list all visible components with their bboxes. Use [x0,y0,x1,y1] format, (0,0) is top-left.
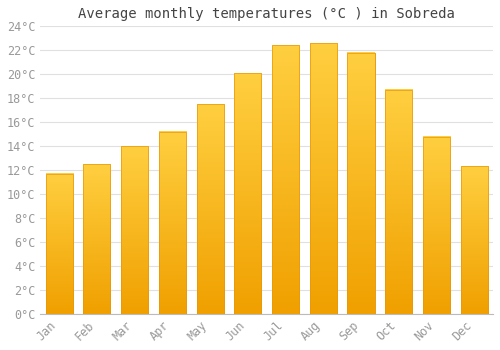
Bar [385,90,412,314]
Bar [234,73,262,314]
Bar [310,43,337,314]
Bar [196,104,224,314]
Bar [348,52,374,314]
Bar [423,136,450,314]
Bar [272,46,299,314]
Bar [46,174,73,314]
Bar [159,132,186,314]
Bar [121,146,148,314]
Bar [460,167,488,314]
Bar [84,164,110,314]
Title: Average monthly temperatures (°C ) in Sobreda: Average monthly temperatures (°C ) in So… [78,7,455,21]
